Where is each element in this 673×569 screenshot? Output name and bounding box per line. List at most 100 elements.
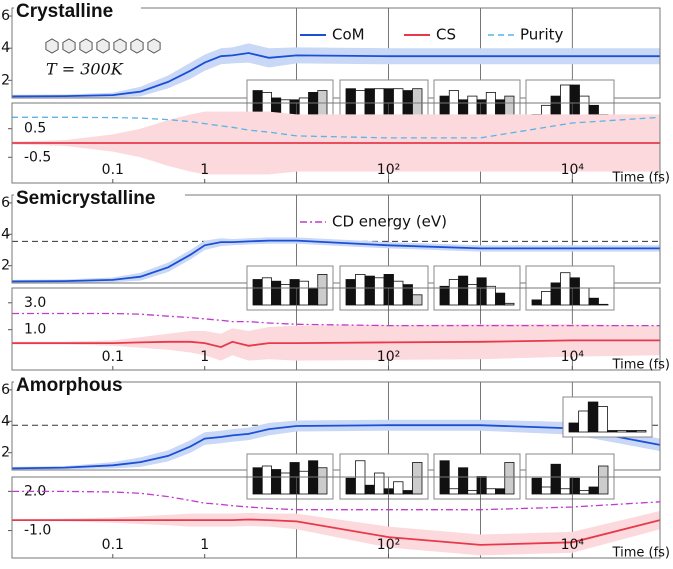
inset-bar [413, 463, 423, 495]
inset-bar [570, 278, 580, 305]
inset-bar [561, 489, 571, 494]
inset-bar [505, 463, 514, 495]
x-tick-label: 10⁴ [561, 537, 585, 553]
inset-bar [598, 407, 608, 433]
inset-bar [579, 411, 589, 432]
x-tick-label: 10⁴ [561, 349, 585, 365]
inset-bar [318, 274, 327, 305]
inset-bar [599, 466, 609, 494]
inset-bar [290, 280, 299, 306]
x-axis-label: Time (fs) [612, 171, 670, 186]
x-tick-label: 10² [377, 537, 400, 553]
inset-bar [262, 278, 271, 305]
inset-bar [346, 280, 356, 306]
panel-title: Semicrystalline [16, 188, 155, 209]
molecule-ring [80, 39, 92, 53]
molecule-ring [148, 39, 160, 53]
inset-bar [346, 478, 356, 494]
inset-bar [449, 280, 458, 306]
inset-bar [272, 281, 281, 305]
inset-bar [569, 423, 579, 432]
x-tick-label: 1 [200, 349, 209, 365]
x-tick-label: 0.1 [102, 349, 124, 365]
inset-bar [627, 431, 637, 433]
x-tick-label: 10⁴ [561, 162, 585, 178]
inset-bar [262, 466, 271, 494]
legend-label: CoM [332, 26, 365, 44]
molecule-ring [114, 39, 126, 53]
y-tick-label: 4 [1, 40, 10, 56]
molecule-ring [131, 39, 143, 53]
inset-bar [253, 280, 262, 306]
y-tick-label: 6 [1, 8, 10, 24]
inset-bar [505, 303, 514, 305]
inset-bar [486, 286, 495, 305]
inset-bar [551, 464, 561, 494]
inset-bar [253, 468, 262, 494]
inset-bar [542, 291, 552, 305]
y-tick-label: 0.5 [24, 121, 46, 137]
y-tick-label: 4 [1, 413, 10, 429]
y-tick-label: 2 [1, 445, 10, 461]
x-axis-label: Time (fs) [612, 546, 670, 561]
y-tick-label: 2 [1, 72, 10, 88]
x-axis-label: Time (fs) [612, 358, 670, 373]
panel-title: Crystalline [16, 1, 113, 22]
inset-bar [468, 491, 477, 495]
inset-bar [551, 283, 561, 305]
inset-bar [570, 478, 580, 494]
inset-bar [477, 278, 486, 305]
inset-bar [318, 468, 327, 494]
y-tick-label: -1.0 [24, 523, 51, 539]
y-tick-label: 4 [1, 226, 10, 242]
inset-bar [394, 482, 404, 494]
inset-bar [589, 298, 599, 305]
inset-bar [272, 470, 281, 495]
inset-bar [589, 487, 599, 494]
inset-bar [496, 489, 505, 494]
inset-bar [477, 477, 486, 495]
inset-bar [394, 281, 404, 305]
inset-bar [440, 286, 449, 305]
y-tick-label: -0.5 [24, 149, 51, 165]
inset-bar [608, 431, 618, 433]
inset-bar [299, 281, 308, 305]
inset-bar [309, 288, 318, 305]
molecule-ring [97, 39, 109, 53]
x-tick-label: 0.1 [102, 537, 124, 553]
inset-bar [580, 288, 590, 305]
inset-bar [375, 278, 385, 305]
inset-bar [281, 473, 290, 494]
y-tick-label: 6 [1, 195, 10, 211]
line-series [12, 314, 660, 326]
inset-bar [580, 491, 590, 495]
inset-bar [532, 300, 542, 305]
inset-bar [542, 487, 552, 494]
inset-bar [636, 431, 646, 433]
inset-bar [486, 489, 495, 494]
inset-bar [496, 293, 505, 305]
inset-bar [449, 489, 458, 494]
inset-bar [375, 473, 385, 494]
x-tick-label: 1 [200, 537, 209, 553]
x-tick-label: 10² [377, 162, 400, 178]
x-tick-label: 1 [200, 162, 209, 178]
molecule-ring [63, 39, 75, 53]
inset-bar [617, 431, 627, 433]
inset-bar [365, 485, 375, 494]
legend-label: CS [436, 26, 456, 44]
inset-bar [532, 478, 542, 494]
annotation: T = 300K [46, 60, 124, 79]
inset-bar [459, 468, 468, 494]
inset-bar [599, 304, 609, 305]
inset-bar [299, 471, 308, 494]
y-tick-label: 6 [1, 382, 10, 398]
inset-bar [356, 274, 366, 305]
inset-bar [365, 276, 375, 305]
y-tick-label: 1.0 [24, 322, 46, 338]
inset-bar [588, 402, 598, 432]
x-tick-label: 10² [377, 349, 400, 365]
figure: 2 4 6 Crystalline T = 300K 0.5 -0.5 0.1 1 10² 10⁴ T… [0, 0, 673, 565]
inset-bar [413, 295, 423, 305]
legend-label: Purity [520, 26, 564, 44]
